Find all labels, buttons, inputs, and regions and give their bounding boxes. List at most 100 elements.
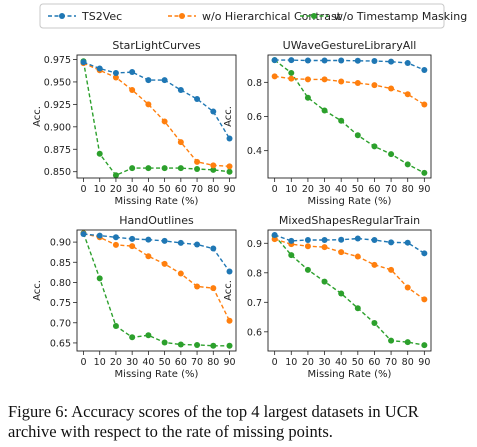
plot-frame [76,54,237,179]
data-point [304,57,311,64]
data-point [194,241,201,248]
data-point [210,108,217,115]
data-point [338,249,345,256]
y-tick-label: 0.850 [44,167,71,178]
data-point [388,85,395,92]
data-point [404,91,411,98]
y-tick-label: 0.75 [50,298,71,309]
series-w-o-hierarchical-contrast [271,73,428,108]
x-tick-label: 60 [175,184,187,195]
data-point [177,341,184,348]
x-tick-label: 0 [80,357,86,368]
x-tick-label: 90 [418,184,430,195]
y-tick-label: 0.975 [44,55,71,66]
data-point [161,237,168,244]
y-tick-label: 0.6 [247,112,262,123]
series-w-o-timestamp-masking [80,58,233,179]
data-point [288,57,295,64]
chart-title: UWaveGestureLibraryAll [283,39,417,52]
chart-title: MixedShapesRegularTrain [279,214,420,227]
data-point [288,252,295,259]
series-ts2vec [271,57,428,74]
x-tick-label: 90 [418,357,430,368]
data-point [96,65,103,72]
data-point [354,235,361,242]
figure-caption: Figure 6: Accuracy scores of the top 4 l… [8,402,419,441]
series-line [274,235,425,346]
data-point [96,275,103,282]
data-point [404,60,411,67]
data-point [304,243,311,250]
data-point [112,69,119,76]
data-point [338,57,345,64]
x-tick-label: 70 [385,184,397,195]
x-tick-label: 10 [285,184,297,195]
data-point [388,58,395,65]
data-point [112,322,119,329]
data-point [321,244,328,251]
data-point [145,77,152,84]
x-tick-label: 10 [285,357,297,368]
data-point [288,237,295,244]
x-tick-label: 90 [223,357,235,368]
data-point [161,339,168,346]
data-point [421,342,428,349]
series-ts2vec [80,59,233,142]
data-point [112,234,119,241]
chart-title: HandOutlines [119,214,194,227]
data-point [371,143,378,150]
y-axis-label: Acc. [32,106,43,127]
data-point [354,253,361,260]
x-tick-label: 40 [142,357,154,368]
data-point [338,78,345,85]
data-point [354,132,361,139]
data-point [177,139,184,146]
y-tick-label: 0.8 [247,78,262,89]
data-point [194,158,201,165]
legend-entry: TS2Vec [48,10,122,23]
series-line [274,59,425,71]
data-point [129,243,136,250]
data-point [80,59,87,66]
data-point [421,169,428,176]
data-point [145,101,152,108]
data-point [421,296,428,303]
data-point [421,101,428,108]
plot-frame [267,54,432,179]
x-tick-label: 90 [223,184,235,195]
legend-entry: w/o Timestamp Masking [300,10,467,23]
series-w-o-timestamp-masking [271,232,428,349]
x-tick-label: 50 [159,357,171,368]
chart-title: StarLightCurves [112,39,200,52]
data-point [226,268,233,275]
data-point [129,235,136,242]
plot-frame [76,229,237,352]
plot-frame [267,229,432,352]
legend-label: w/o Hierarchical Contrast [202,10,342,23]
legend-label: w/o Timestamp Masking [334,10,467,23]
series-w-o-hierarchical-contrast [271,236,428,303]
y-tick-label: 0.6 [247,327,262,338]
data-point [321,278,328,285]
series-line [274,238,425,300]
data-point [161,77,168,84]
series-line [274,234,425,254]
legend-marker [179,13,185,19]
data-point [321,107,328,114]
data-point [421,250,428,257]
x-tick-label: 30 [319,357,331,368]
data-point [388,266,395,273]
x-tick-label: 0 [80,184,86,195]
data-point [161,260,168,267]
y-tick-label: 0.85 [50,258,71,269]
x-tick-label: 0 [272,184,278,195]
data-point [194,95,201,102]
legend-marker [59,13,65,19]
x-tick-label: 80 [207,184,219,195]
data-point [145,253,152,260]
data-point [271,73,278,80]
data-point [177,270,184,277]
data-point [129,69,136,76]
data-point [404,161,411,168]
series-ts2vec [80,231,233,275]
